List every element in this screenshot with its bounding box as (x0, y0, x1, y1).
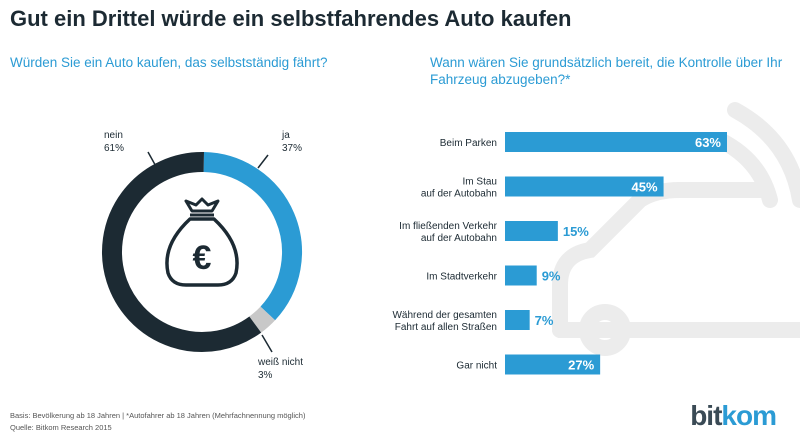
bar-category-label: Während der gesamten (392, 310, 497, 321)
car-wifi-icon (552, 102, 800, 356)
pie-label: ja (281, 130, 290, 141)
bar (505, 132, 727, 152)
donut-chart (102, 152, 302, 352)
bar-value-label: 45% (632, 180, 658, 195)
bar-value-label: 63% (695, 135, 721, 150)
bar (505, 310, 530, 330)
svg-text:€: € (193, 239, 212, 277)
pie-value-label: 61% (104, 143, 124, 154)
bar-question: Wann wären Sie grundsätzlich bereit, die… (430, 55, 783, 87)
bar-category-label: auf der Autobahn (421, 233, 497, 244)
bar-category-label: Im Stadtverkehr (426, 272, 497, 283)
pie-labels: ja 37% weiß nicht 3% nein 61% (104, 130, 303, 381)
bar-value-label: 27% (568, 358, 594, 373)
pie-slice-weiß-nicht (249, 306, 276, 333)
leader-line (261, 334, 273, 353)
bar-category-label: auf der Autobahn (421, 189, 497, 200)
footer-basis: Basis: Bevölkerung ab 18 Jahren | *Autof… (10, 411, 306, 420)
pie-slice-ja (203, 152, 302, 321)
bar-value-label: 7% (535, 313, 554, 328)
bar-category-label: Beim Parken (440, 138, 497, 149)
bitkom-logo: bitkom (690, 400, 777, 431)
bar (505, 354, 601, 375)
bar-category-label: Fahrt auf allen Straßen (395, 322, 497, 333)
bar-value-label: 9% (542, 269, 561, 284)
pie-label: nein (104, 130, 123, 141)
euro-money-bag-icon: € (165, 197, 239, 287)
footer-source: Quelle: Bitkom Research 2015 (10, 423, 112, 432)
bar-value-label: 15% (563, 224, 589, 239)
bar (505, 221, 558, 241)
bar-category-label: Im fließenden Verkehr (399, 221, 497, 232)
pie-label: weiß nicht (257, 357, 303, 368)
pie-value-label: 3% (258, 370, 273, 381)
bar (505, 176, 664, 197)
leader-line (147, 151, 159, 171)
leader-line (257, 154, 269, 169)
pie-question: Würden Sie ein Auto kaufen, das selbstst… (10, 55, 328, 70)
bar-category-label: Im Stau (463, 177, 497, 188)
pie-slice-nein (102, 152, 262, 352)
pie-value-label: 37% (282, 143, 302, 154)
page-title: Gut ein Drittel würde ein selbstfahrende… (10, 6, 572, 31)
bar (505, 265, 537, 286)
bar-category-label: Gar nicht (456, 361, 497, 372)
